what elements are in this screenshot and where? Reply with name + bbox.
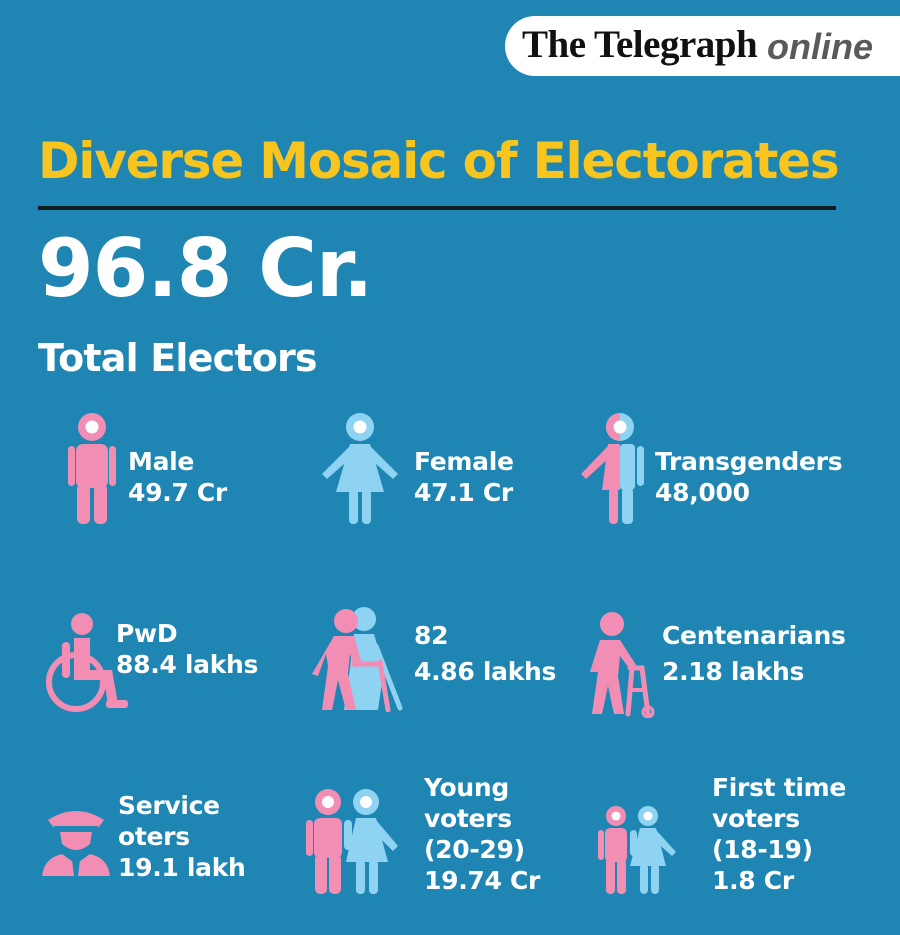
officer-icon [42, 811, 110, 876]
total-electors-value: 96.8 Cr. [38, 222, 373, 315]
logo-main-text: The Telegraph [522, 23, 758, 66]
stat-service-voters-label: Service oters 19.1 lakh [118, 791, 246, 882]
female-icon [322, 413, 398, 524]
logo-sub-text: online [767, 26, 873, 67]
page-title: Diverse Mosaic of Electorates [38, 132, 840, 190]
title-underline [38, 206, 836, 210]
elderly-couple-icon [312, 607, 403, 712]
stat-male-label: Male 49.7 Cr [128, 447, 227, 507]
stat-centenarians-label: Centenarians 2.18 lakhs [662, 621, 846, 686]
transgender-icon [581, 413, 644, 524]
young-couple-icon [306, 789, 398, 894]
stat-transgender-label: Transgenders 48,000 [655, 447, 843, 507]
first-time-voters-icon [598, 806, 676, 894]
logo-badge: The Telegraph online [505, 16, 900, 76]
stat-young-voters-label: Young voters (20-29) 19.74 Cr [424, 773, 541, 895]
stat-elderly-label: 82 4.86 lakhs [414, 621, 557, 686]
walker-icon [590, 612, 655, 718]
total-electors-label: Total Electors [38, 336, 318, 380]
stat-pwd-label: PwD 88.4 lakhs [116, 619, 259, 679]
male-icon [68, 413, 116, 524]
wheelchair-icon [46, 613, 128, 712]
stat-first-time-voters-label: First time voters (18-19) 1.8 Cr [712, 773, 847, 895]
stat-female-label: Female 47.1 Cr [414, 447, 514, 507]
